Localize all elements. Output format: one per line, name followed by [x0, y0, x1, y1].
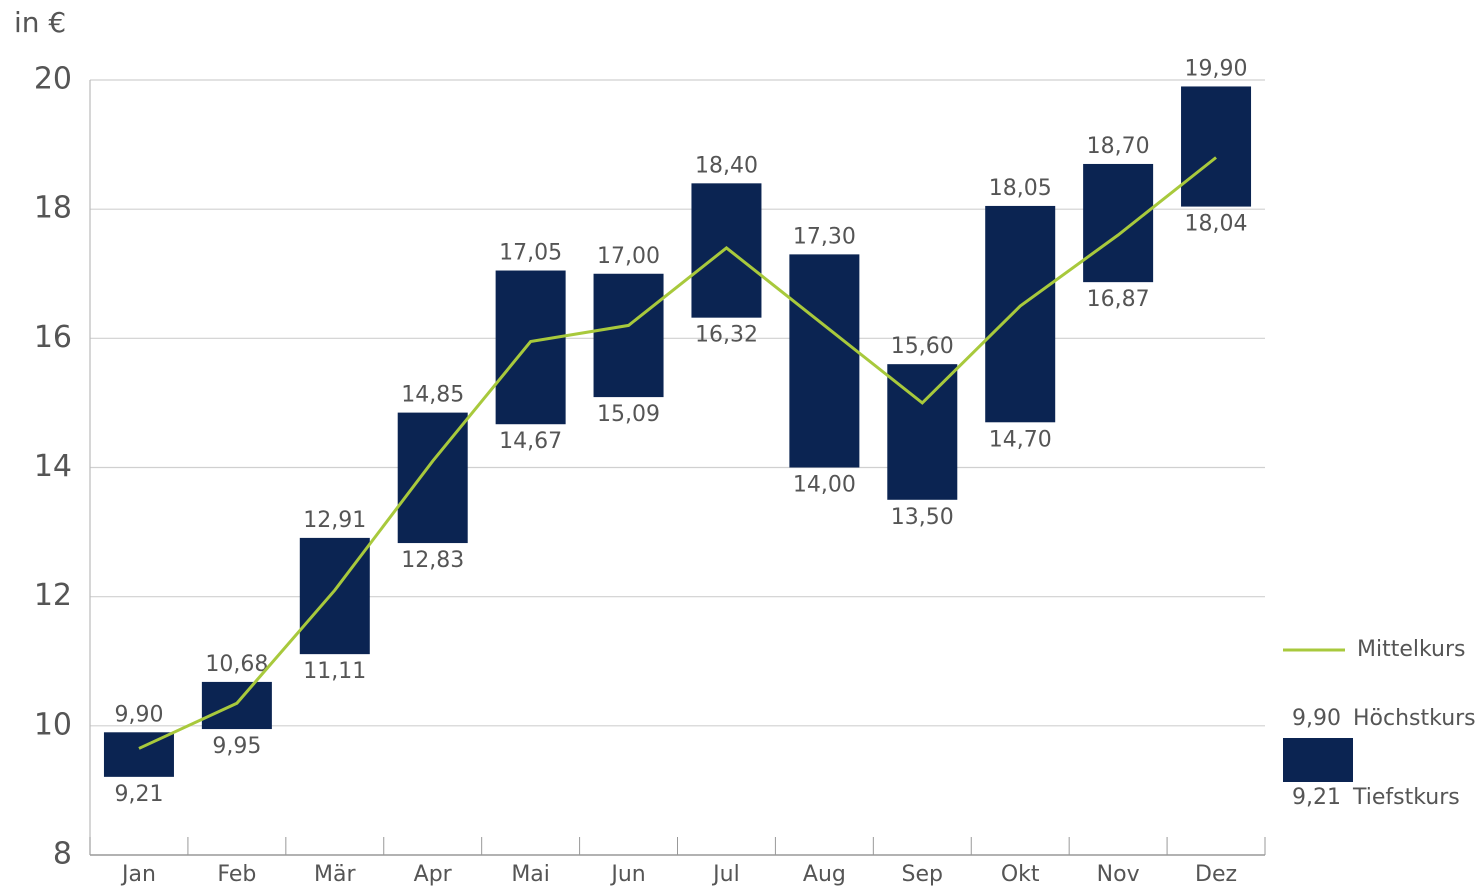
y-axis-label: in €	[14, 6, 66, 39]
low-label: 11,11	[303, 659, 366, 684]
low-label: 14,00	[793, 473, 856, 498]
high-label: 18,40	[695, 153, 758, 178]
range-bar	[495, 270, 566, 425]
x-tick-label: Jul	[711, 862, 740, 887]
x-tick-label: Dez	[1195, 862, 1237, 887]
y-tick-label: 20	[34, 62, 72, 97]
legend-low-value: 9,21	[1292, 785, 1341, 810]
x-tick-label: Apr	[414, 862, 453, 887]
low-label: 14,67	[499, 429, 562, 454]
mittelkurs-line	[138, 156, 1217, 750]
range-bar	[789, 254, 860, 468]
low-label: 14,70	[989, 427, 1052, 452]
range-bar	[299, 537, 370, 655]
high-label: 15,60	[891, 334, 954, 359]
x-tick-label: Mai	[511, 862, 550, 887]
x-tick-label: Mär	[314, 862, 356, 887]
high-label: 19,90	[1185, 56, 1248, 81]
legend-box	[1283, 738, 1353, 782]
high-label: 9,90	[114, 702, 163, 727]
range-bar	[201, 681, 272, 730]
range-bar	[1181, 86, 1252, 207]
range-bar	[691, 183, 762, 318]
legend-label: Höchstkurs	[1353, 706, 1476, 731]
legend-high-value: 9,90	[1292, 706, 1341, 731]
legend-label: Tiefstkurs	[1352, 785, 1460, 810]
low-label: 15,09	[597, 402, 660, 427]
low-label: 18,04	[1185, 212, 1248, 237]
range-bar	[1083, 163, 1154, 283]
high-label: 14,85	[401, 383, 464, 408]
high-label: 12,91	[303, 508, 366, 533]
low-label: 13,50	[891, 505, 954, 530]
high-label: 10,68	[205, 652, 268, 677]
low-label: 9,95	[212, 734, 261, 759]
high-label: 17,00	[597, 244, 660, 269]
low-label: 16,32	[695, 323, 758, 348]
high-label: 17,05	[499, 241, 562, 266]
range-bar	[985, 205, 1056, 423]
range-bar	[103, 732, 174, 777]
high-label: 18,05	[989, 176, 1052, 201]
y-tick-label: 10	[34, 707, 72, 742]
x-tick-label: Jan	[120, 862, 156, 887]
y-tick-label: 18	[34, 191, 72, 226]
x-tick-label: Jun	[609, 862, 645, 887]
y-tick-label: 14	[34, 449, 72, 484]
y-tick-label: 16	[34, 320, 72, 355]
x-tick-label: Nov	[1097, 862, 1140, 887]
high-label: 17,30	[793, 224, 856, 249]
y-tick-label: 12	[34, 578, 72, 613]
legend-label: Mittelkurs	[1357, 637, 1466, 662]
low-label: 16,87	[1087, 287, 1150, 312]
high-label: 18,70	[1087, 134, 1150, 159]
y-tick-label: 8	[53, 837, 72, 872]
x-tick-label: Sep	[902, 862, 943, 887]
range-bar	[887, 364, 958, 500]
x-tick-label: Okt	[1001, 862, 1040, 887]
x-tick-label: Aug	[803, 862, 846, 887]
low-label: 9,21	[114, 782, 163, 807]
range-bar	[593, 273, 664, 398]
low-label: 12,83	[401, 548, 464, 573]
x-tick-label: Feb	[217, 862, 256, 887]
